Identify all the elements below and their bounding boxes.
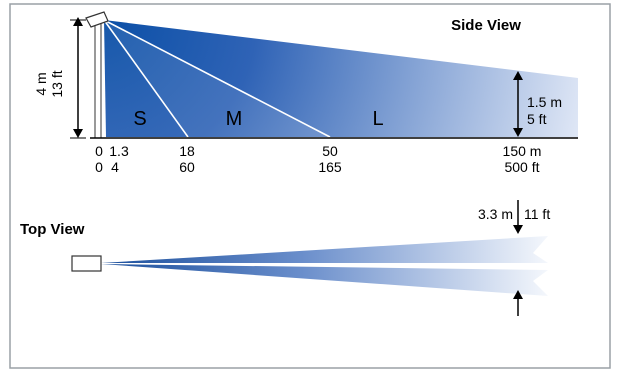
pole-height-imperial: 13 ft xyxy=(49,70,65,97)
spread-metric: 3.3 m xyxy=(478,206,513,222)
side-view-title: Side View xyxy=(451,17,521,34)
tick-1-metric: 1.3 xyxy=(109,143,129,159)
zone-divider-m-l xyxy=(103,19,331,138)
zone-label-short: S xyxy=(133,108,146,130)
tick-0-metric: 0 xyxy=(95,143,103,159)
target-height-metric: 1.5 m xyxy=(527,94,562,110)
pole-height-metric: 4 m xyxy=(33,72,49,95)
tick-4-metric: 150 m xyxy=(503,143,542,159)
distance-scale: 0 0 1.3 4 18 60 50 165 150 m 500 ft xyxy=(95,143,541,175)
arrow-up-icon xyxy=(513,290,523,299)
arrow-down-icon xyxy=(73,129,83,138)
top-beam-lower xyxy=(101,264,548,296)
sensor-icon xyxy=(71,255,102,272)
tick-2-imperial: 60 xyxy=(179,159,195,175)
tick-3-metric: 50 xyxy=(322,143,338,159)
spread-imperial: 11 ft xyxy=(524,206,550,222)
zone-label-medium: M xyxy=(226,108,243,130)
sensor-icon xyxy=(85,11,109,28)
zone-label-long: L xyxy=(372,108,383,130)
long-range-beam xyxy=(104,20,578,137)
top-view: Top View 3.3 m 11 ft xyxy=(20,200,550,316)
zone-divider-s-m xyxy=(103,19,189,138)
tick-0-imperial: 0 xyxy=(95,159,103,175)
tick-1-imperial: 4 xyxy=(111,159,119,175)
arrow-down-icon xyxy=(513,128,523,137)
arrow-up-icon xyxy=(513,71,523,80)
tick-2-metric: 18 xyxy=(179,143,195,159)
tick-3-imperial: 165 xyxy=(318,159,342,175)
arrow-up-icon xyxy=(73,17,83,26)
top-view-title: Top View xyxy=(20,221,85,238)
side-view: 4 m 13 ft S M L 1.5 m 5 ft Side View 0 0… xyxy=(33,11,578,175)
tick-4-imperial: 500 ft xyxy=(504,159,539,175)
mounting-pole xyxy=(94,21,102,139)
arrow-down-icon xyxy=(513,225,523,234)
target-height-imperial: 5 ft xyxy=(527,111,547,127)
top-beam-upper xyxy=(101,236,548,263)
